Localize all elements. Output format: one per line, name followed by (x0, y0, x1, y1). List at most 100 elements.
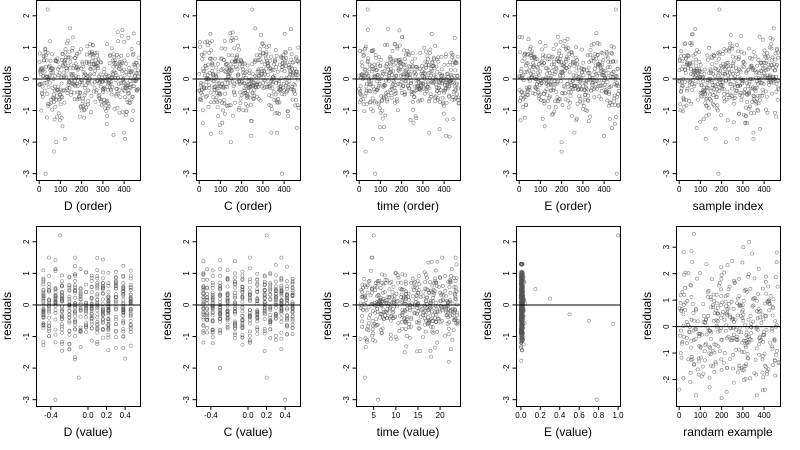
data-point (692, 318, 696, 323)
data-point (756, 71, 761, 76)
data-point (77, 94, 82, 99)
data-point (678, 333, 683, 338)
data-point (450, 337, 455, 342)
data-point (548, 296, 552, 301)
data-point (726, 334, 731, 339)
data-point (580, 47, 585, 52)
data-point (210, 327, 215, 332)
data-point (718, 77, 723, 82)
data-point (727, 284, 732, 289)
data-point (250, 62, 255, 67)
data-point (397, 67, 402, 71)
data-point (536, 73, 541, 78)
data-point (371, 233, 376, 238)
data-point (716, 68, 721, 73)
data-point (454, 92, 459, 97)
data-point (201, 315, 206, 320)
data-point (127, 69, 132, 74)
data-point (268, 272, 273, 277)
data-point (452, 316, 457, 321)
data-point (709, 305, 714, 310)
data-point (400, 35, 405, 40)
data-point (707, 385, 712, 390)
data-point (404, 333, 409, 338)
data-point (359, 60, 364, 65)
data-point (51, 96, 56, 100)
data-point (216, 62, 221, 66)
data-point (262, 310, 267, 315)
data-point (772, 338, 777, 342)
data-point (107, 61, 112, 66)
data-point (291, 72, 295, 77)
data-point (702, 358, 707, 363)
data-point (740, 316, 745, 321)
data-point (131, 108, 136, 113)
data-point (378, 311, 383, 316)
data-point (89, 275, 94, 280)
data-point (771, 74, 776, 79)
data-point (117, 88, 122, 93)
data-point (586, 70, 590, 75)
x-tick-label: 0.6 (574, 411, 586, 420)
data-point (366, 316, 371, 321)
data-point (570, 61, 575, 66)
data-point (773, 68, 778, 73)
data-point (519, 348, 524, 353)
data-point (78, 114, 82, 119)
data-point (559, 140, 564, 145)
data-point (67, 341, 72, 346)
data-point (369, 268, 373, 273)
data-point (756, 266, 761, 271)
data-point (233, 327, 237, 331)
data-point (255, 281, 260, 286)
data-point (545, 66, 550, 71)
data-point (290, 276, 295, 281)
data-point (389, 318, 393, 323)
data-point (38, 70, 43, 75)
data-point (95, 274, 100, 278)
data-point (122, 58, 127, 63)
data-point (84, 323, 89, 327)
data-point (82, 108, 87, 113)
data-point (742, 364, 747, 369)
data-point (381, 310, 386, 315)
data-point (713, 74, 718, 79)
data-point (760, 357, 765, 362)
data-point (274, 130, 279, 135)
data-point (270, 81, 275, 86)
data-point (67, 308, 72, 313)
data-point (121, 313, 126, 318)
data-point (531, 61, 536, 66)
data-point (406, 291, 411, 296)
data-point (81, 96, 86, 101)
data-point (114, 274, 118, 279)
data-point (78, 329, 83, 333)
data-point (273, 333, 278, 338)
data-point (128, 330, 133, 335)
data-point (53, 104, 58, 109)
data-point (92, 86, 97, 91)
data-point (400, 287, 404, 292)
data-point (766, 299, 771, 304)
data-point (115, 30, 120, 34)
data-point (279, 76, 284, 81)
data-point (220, 120, 225, 125)
data-point (584, 87, 589, 91)
data-point (409, 81, 413, 86)
data-point (414, 320, 419, 325)
data-point (735, 43, 739, 47)
data-point (683, 70, 688, 75)
data-point (285, 332, 289, 337)
data-point (73, 255, 77, 260)
data-point (743, 343, 748, 348)
data-point (414, 72, 419, 77)
data-point (87, 62, 92, 66)
y-tick-label: -2 (502, 364, 511, 372)
data-point (359, 313, 364, 318)
data-point (73, 285, 77, 290)
data-point (407, 305, 412, 310)
data-point (520, 35, 525, 40)
data-point (60, 340, 64, 344)
data-point (770, 91, 775, 96)
data-point (396, 68, 401, 73)
